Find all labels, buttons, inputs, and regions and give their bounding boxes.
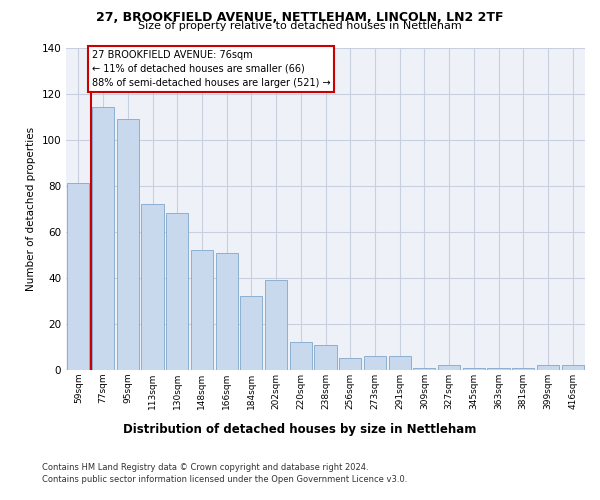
Bar: [142, 204, 164, 370]
Text: Contains public sector information licensed under the Open Government Licence v3: Contains public sector information licen…: [42, 474, 407, 484]
Bar: [240, 296, 262, 370]
Text: Size of property relative to detached houses in Nettleham: Size of property relative to detached ho…: [138, 21, 462, 31]
Bar: [290, 342, 312, 370]
Text: 27, BROOKFIELD AVENUE, NETTLEHAM, LINCOLN, LN2 2TF: 27, BROOKFIELD AVENUE, NETTLEHAM, LINCOL…: [96, 11, 504, 24]
Bar: [191, 250, 213, 370]
Bar: [166, 214, 188, 370]
Bar: [67, 184, 89, 370]
Bar: [364, 356, 386, 370]
Bar: [487, 368, 509, 370]
Bar: [92, 108, 114, 370]
Bar: [537, 366, 559, 370]
Text: Contains HM Land Registry data © Crown copyright and database right 2024.: Contains HM Land Registry data © Crown c…: [42, 464, 368, 472]
Bar: [463, 368, 485, 370]
Bar: [389, 356, 411, 370]
Bar: [438, 366, 460, 370]
Bar: [413, 368, 436, 370]
Bar: [215, 252, 238, 370]
Bar: [512, 368, 535, 370]
Bar: [339, 358, 361, 370]
Text: 27 BROOKFIELD AVENUE: 76sqm
← 11% of detached houses are smaller (66)
88% of sem: 27 BROOKFIELD AVENUE: 76sqm ← 11% of det…: [92, 50, 331, 88]
Bar: [562, 366, 584, 370]
Bar: [265, 280, 287, 370]
Text: Distribution of detached houses by size in Nettleham: Distribution of detached houses by size …: [124, 422, 476, 436]
Y-axis label: Number of detached properties: Number of detached properties: [26, 126, 36, 291]
Bar: [116, 119, 139, 370]
Bar: [314, 344, 337, 370]
